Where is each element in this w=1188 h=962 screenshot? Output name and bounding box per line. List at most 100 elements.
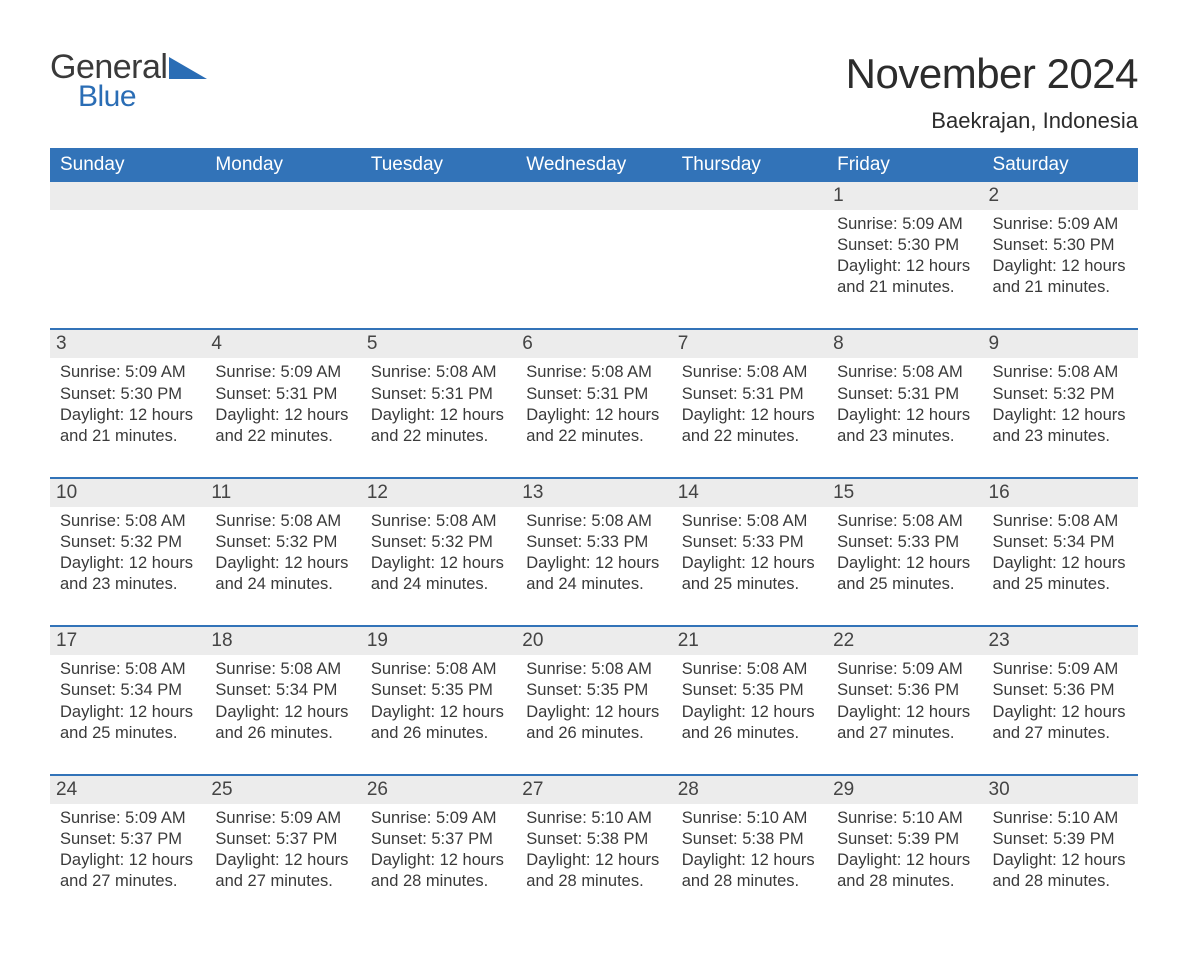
sunset-text: Sunset: 5:33 PM [837, 532, 972, 553]
daylight-text: Daylight: 12 hours and 25 minutes. [682, 553, 817, 595]
week-row: 10Sunrise: 5:08 AMSunset: 5:32 PMDayligh… [50, 477, 1138, 625]
daylight-text: Daylight: 12 hours and 26 minutes. [526, 702, 661, 744]
daylight-text: Daylight: 12 hours and 28 minutes. [371, 850, 506, 892]
day-number: 24 [50, 774, 205, 804]
day-cell: 1Sunrise: 5:09 AMSunset: 5:30 PMDaylight… [827, 182, 982, 328]
sunrise-text: Sunrise: 5:08 AM [371, 511, 506, 532]
day-cell: 20Sunrise: 5:08 AMSunset: 5:35 PMDayligh… [516, 625, 671, 773]
day-number: 2 [983, 182, 1138, 210]
sunrise-text: Sunrise: 5:09 AM [60, 362, 195, 383]
daylight-text: Daylight: 12 hours and 26 minutes. [371, 702, 506, 744]
day-cell [361, 182, 516, 328]
day-cell: 3Sunrise: 5:09 AMSunset: 5:30 PMDaylight… [50, 328, 205, 476]
dow-monday: Monday [205, 148, 360, 182]
logo: General Blue [50, 50, 207, 114]
sunset-text: Sunset: 5:32 PM [215, 532, 350, 553]
sunset-text: Sunset: 5:36 PM [837, 680, 972, 701]
day-number: 16 [983, 477, 1138, 507]
daylight-text: Daylight: 12 hours and 21 minutes. [993, 256, 1128, 298]
day-number: 10 [50, 477, 205, 507]
day-number: 26 [361, 774, 516, 804]
daylight-text: Daylight: 12 hours and 28 minutes. [837, 850, 972, 892]
logo-triangle-icon [169, 55, 207, 84]
day-number: 28 [672, 774, 827, 804]
dow-tuesday: Tuesday [361, 148, 516, 182]
day-number: 27 [516, 774, 671, 804]
sunset-text: Sunset: 5:39 PM [993, 829, 1128, 850]
sunset-text: Sunset: 5:31 PM [837, 384, 972, 405]
sunrise-text: Sunrise: 5:10 AM [682, 808, 817, 829]
sunrise-text: Sunrise: 5:08 AM [371, 659, 506, 680]
daylight-text: Daylight: 12 hours and 27 minutes. [60, 850, 195, 892]
sunrise-text: Sunrise: 5:10 AM [526, 808, 661, 829]
day-cell: 30 Sunrise: 5:10 AMSunset: 5:39 PMDayligh… [983, 774, 1138, 922]
day-cell: 29Sunrise: 5:10 AMSunset: 5:39 PMDayligh… [827, 774, 982, 922]
sunset-text: Sunset: 5:35 PM [526, 680, 661, 701]
dow-thursday: Thursday [672, 148, 827, 182]
sunset-text: Sunset: 5:34 PM [993, 532, 1128, 553]
sunset-text: Sunset: 5:31 PM [526, 384, 661, 405]
logo-stack: General Blue [50, 50, 207, 114]
sunrise-text: Sunrise: 5:09 AM [993, 659, 1128, 680]
day-number: 8 [827, 328, 982, 358]
dow-friday: Friday [827, 148, 982, 182]
sunset-text: Sunset: 5:31 PM [682, 384, 817, 405]
day-cell [205, 182, 360, 328]
day-number: 14 [672, 477, 827, 507]
daylight-text: Daylight: 12 hours and 27 minutes. [993, 702, 1128, 744]
sunrise-text: Sunrise: 5:08 AM [993, 362, 1128, 383]
sunrise-text: Sunrise: 5:08 AM [682, 362, 817, 383]
day-number: 13 [516, 477, 671, 507]
daylight-text: Daylight: 12 hours and 23 minutes. [60, 553, 195, 595]
sunset-text: Sunset: 5:33 PM [682, 532, 817, 553]
sunset-text: Sunset: 5:38 PM [682, 829, 817, 850]
day-cell [516, 182, 671, 328]
sunrise-text: Sunrise: 5:09 AM [993, 214, 1128, 235]
sunrise-text: Sunrise: 5:08 AM [60, 659, 195, 680]
day-cell [50, 182, 205, 328]
month-title: November 2024 [846, 50, 1138, 98]
day-number-blank [205, 182, 360, 210]
sunrise-text: Sunrise: 5:09 AM [60, 808, 195, 829]
daylight-text: Daylight: 12 hours and 22 minutes. [682, 405, 817, 447]
day-number: 11 [205, 477, 360, 507]
day-cell: 26Sunrise: 5:09 AMSunset: 5:37 PMDayligh… [361, 774, 516, 922]
sunrise-text: Sunrise: 5:08 AM [60, 511, 195, 532]
day-number: 7 [672, 328, 827, 358]
week-row: 3Sunrise: 5:09 AMSunset: 5:30 PMDaylight… [50, 328, 1138, 476]
sunrise-text: Sunrise: 5:08 AM [682, 659, 817, 680]
sunrise-text: Sunrise: 5:08 AM [682, 511, 817, 532]
day-number: 6 [516, 328, 671, 358]
daylight-text: Daylight: 12 hours and 25 minutes. [993, 553, 1128, 595]
sunset-text: Sunset: 5:36 PM [993, 680, 1128, 701]
sunrise-text: Sunrise: 5:09 AM [215, 362, 350, 383]
day-cell: 4Sunrise: 5:09 AMSunset: 5:31 PMDaylight… [205, 328, 360, 476]
day-number: 4 [205, 328, 360, 358]
day-number: 30 [983, 774, 1138, 804]
sunrise-text: Sunrise: 5:08 AM [526, 511, 661, 532]
day-cell: 12Sunrise: 5:08 AMSunset: 5:32 PMDayligh… [361, 477, 516, 625]
sunrise-text: Sunrise: 5:08 AM [526, 659, 661, 680]
daylight-text: Daylight: 12 hours and 21 minutes. [837, 256, 972, 298]
sunset-text: Sunset: 5:37 PM [60, 829, 195, 850]
sunrise-text: Sunrise: 5:10 AM [993, 808, 1128, 829]
day-cell: 28Sunrise: 5:10 AMSunset: 5:38 PMDayligh… [672, 774, 827, 922]
sunset-text: Sunset: 5:38 PM [526, 829, 661, 850]
day-number: 1 [827, 182, 982, 210]
daylight-text: Daylight: 12 hours and 28 minutes. [993, 850, 1128, 892]
day-number-blank [672, 182, 827, 210]
day-number: 5 [361, 328, 516, 358]
daylight-text: Daylight: 12 hours and 26 minutes. [682, 702, 817, 744]
dow-wednesday: Wednesday [516, 148, 671, 182]
day-cell: 15Sunrise: 5:08 AMSunset: 5:33 PMDayligh… [827, 477, 982, 625]
calendar-body: 1Sunrise: 5:09 AMSunset: 5:30 PMDaylight… [50, 182, 1138, 922]
day-cell: 16Sunrise: 5:08 AMSunset: 5:34 PMDayligh… [983, 477, 1138, 625]
day-cell [672, 182, 827, 328]
title-block: November 2024 Baekrajan, Indonesia [846, 50, 1138, 134]
day-number: 19 [361, 625, 516, 655]
sunrise-text: Sunrise: 5:08 AM [215, 511, 350, 532]
daylight-text: Daylight: 12 hours and 26 minutes. [215, 702, 350, 744]
sunset-text: Sunset: 5:30 PM [837, 235, 972, 256]
day-cell: 21Sunrise: 5:08 AMSunset: 5:35 PMDayligh… [672, 625, 827, 773]
daylight-text: Daylight: 12 hours and 21 minutes. [60, 405, 195, 447]
